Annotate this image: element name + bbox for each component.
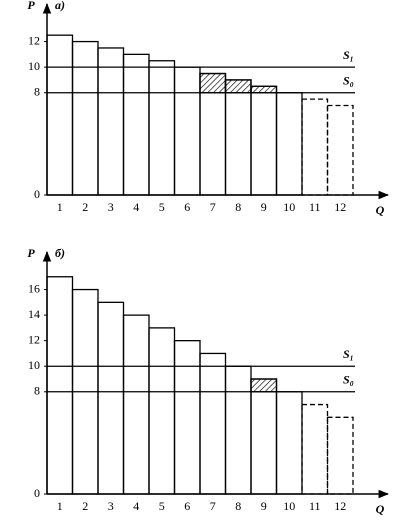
bar (301, 403, 329, 495)
x-tick-label: 4 (133, 499, 139, 513)
supply-label: S₀ (343, 73, 354, 87)
y-tick-label: 14 (28, 307, 40, 321)
x-tick-label: 1 (57, 499, 63, 513)
x-tick-label: 2 (82, 200, 88, 214)
x-axis-label: Q (376, 203, 385, 217)
y-tick-label: 16 (28, 281, 40, 295)
x-tick-label: 5 (159, 200, 165, 214)
x-tick-label: 11 (309, 499, 321, 513)
x-tick-label: 9 (261, 200, 267, 214)
bar (122, 314, 150, 495)
bar (148, 327, 176, 495)
bar (97, 301, 125, 495)
bar (326, 416, 354, 495)
bar (275, 391, 303, 495)
x-tick-label: 3 (108, 499, 114, 513)
x-tick-label: 7 (210, 499, 216, 513)
x-tick-label: 6 (184, 200, 190, 214)
supply-label: S₁ (343, 48, 354, 62)
hatched-area (224, 79, 252, 94)
bar (224, 79, 252, 196)
bar (275, 92, 303, 196)
y-axis-label: P (27, 246, 35, 260)
chart-title: б) (55, 246, 65, 260)
hatched-area (199, 72, 227, 94)
y-tick-label: 8 (34, 384, 40, 398)
x-tick-label: 5 (159, 499, 165, 513)
x-tick-label: 12 (334, 499, 346, 513)
bar (46, 276, 74, 495)
y-axis-label: P (27, 0, 35, 12)
hatched-area (250, 378, 278, 393)
y-tick-label: 12 (28, 33, 40, 47)
y-tick-label: 0 (34, 187, 40, 201)
x-tick-label: 1 (57, 200, 63, 214)
x-tick-label: 10 (283, 200, 295, 214)
x-tick-label: 9 (261, 499, 267, 513)
supply-label: S₀ (343, 373, 354, 387)
bar (71, 40, 99, 196)
x-tick-label: 3 (108, 200, 114, 214)
x-tick-label: 6 (184, 499, 190, 513)
x-tick-label: 8 (235, 200, 241, 214)
x-tick-label: 7 (210, 200, 216, 214)
hatched-area (250, 85, 278, 94)
y-tick-label: 12 (28, 332, 40, 346)
bar (97, 47, 125, 196)
y-tick-label: 8 (34, 84, 40, 98)
x-tick-label: 10 (283, 499, 295, 513)
bar (301, 98, 329, 196)
bar (46, 34, 74, 196)
x-tick-label: 8 (235, 499, 241, 513)
bar (122, 53, 150, 196)
bar (224, 365, 252, 495)
bar (148, 60, 176, 196)
x-tick-label: 12 (334, 200, 346, 214)
bar (250, 85, 278, 196)
x-tick-label: 2 (82, 499, 88, 513)
y-tick-label: 10 (28, 358, 40, 372)
y-tick-label: 10 (28, 59, 40, 73)
bar (173, 340, 201, 495)
bar (173, 66, 201, 196)
x-tick-label: 11 (309, 200, 321, 214)
bar (199, 352, 227, 495)
x-tick-label: 4 (133, 200, 139, 214)
x-axis-label: Q (376, 502, 385, 516)
bar (250, 378, 278, 495)
y-tick-label: 0 (34, 486, 40, 500)
supply-label: S₁ (343, 347, 354, 361)
bar (326, 104, 354, 196)
chart-title: а) (55, 0, 65, 12)
